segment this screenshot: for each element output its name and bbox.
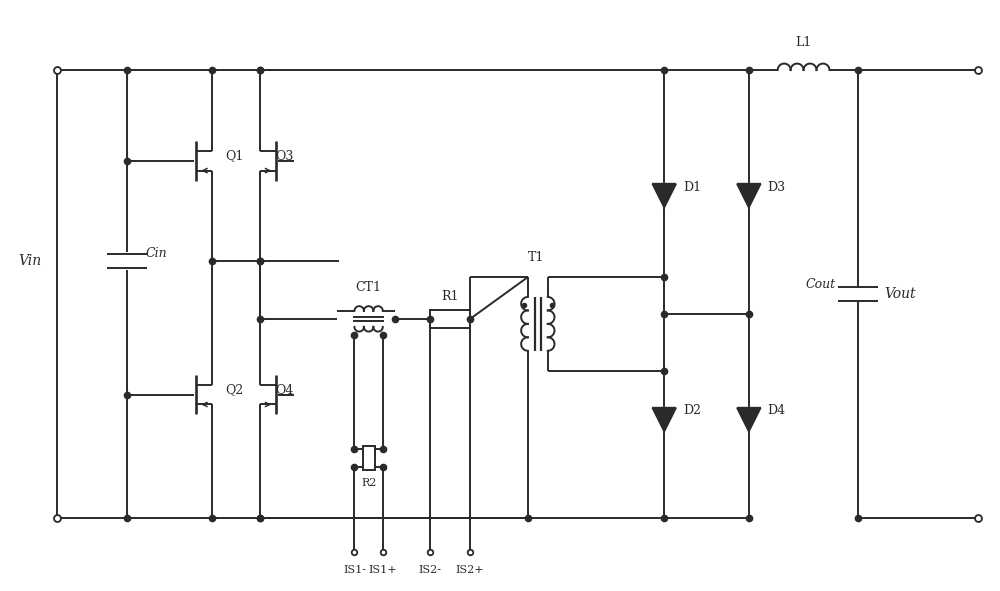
Polygon shape (652, 408, 676, 432)
Polygon shape (737, 184, 761, 208)
Bar (363, 446, 375, 470)
Text: Vin: Vin (19, 254, 42, 268)
Text: Vout: Vout (884, 287, 916, 301)
Text: R2: R2 (361, 478, 376, 488)
Text: D2: D2 (683, 404, 701, 417)
Text: IS2-: IS2- (419, 565, 442, 574)
Text: Cin: Cin (146, 246, 167, 259)
Text: L1: L1 (795, 35, 812, 48)
Text: Q2: Q2 (225, 383, 243, 396)
Text: IS2+: IS2+ (456, 565, 484, 574)
Text: D3: D3 (768, 180, 786, 193)
Bar (430, 310, 470, 328)
Text: D4: D4 (768, 404, 786, 417)
Text: Q1: Q1 (225, 149, 243, 162)
Text: IS1+: IS1+ (368, 565, 397, 574)
Text: T1: T1 (528, 251, 544, 264)
Text: IS1-: IS1- (343, 565, 366, 574)
Text: Cout: Cout (805, 278, 836, 291)
Text: R1: R1 (441, 291, 459, 304)
Text: Q4: Q4 (275, 383, 293, 396)
Text: CT1: CT1 (356, 281, 382, 294)
Polygon shape (737, 408, 761, 432)
Text: Q3: Q3 (275, 149, 293, 162)
Polygon shape (652, 184, 676, 208)
Text: D1: D1 (683, 180, 701, 193)
